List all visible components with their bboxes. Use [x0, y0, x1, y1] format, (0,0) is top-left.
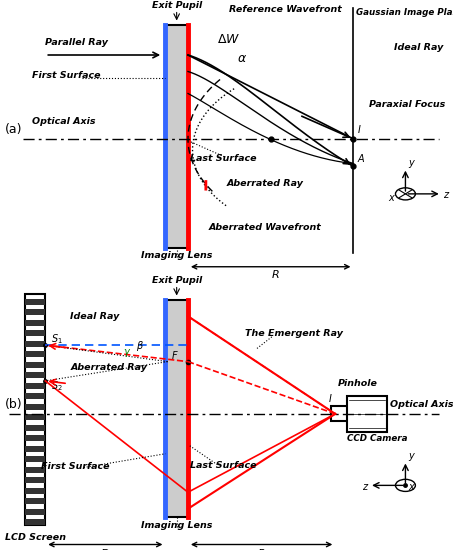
FancyBboxPatch shape	[25, 488, 45, 494]
FancyBboxPatch shape	[25, 299, 45, 305]
Text: $D$: $D$	[100, 547, 111, 550]
Text: $\alpha$: $\alpha$	[237, 52, 247, 65]
Text: $z$: $z$	[362, 481, 370, 492]
Text: $x$: $x$	[388, 192, 396, 203]
Text: Aberrated Wavefront: Aberrated Wavefront	[208, 223, 321, 232]
Text: $S_1$: $S_1$	[51, 332, 63, 346]
FancyBboxPatch shape	[25, 383, 45, 389]
Text: Aberrated Ray: Aberrated Ray	[70, 363, 147, 372]
Text: Last Surface: Last Surface	[190, 154, 257, 163]
FancyBboxPatch shape	[25, 509, 45, 515]
Text: $I$: $I$	[357, 123, 361, 135]
FancyBboxPatch shape	[25, 415, 45, 420]
Text: Exit Pupil: Exit Pupil	[152, 276, 202, 285]
FancyBboxPatch shape	[25, 341, 45, 346]
Text: $F$: $F$	[171, 349, 179, 361]
FancyBboxPatch shape	[165, 25, 188, 248]
FancyBboxPatch shape	[347, 396, 387, 432]
FancyBboxPatch shape	[25, 331, 45, 336]
Text: $R$: $R$	[271, 268, 280, 280]
Text: Optical Axis: Optical Axis	[32, 117, 95, 126]
FancyBboxPatch shape	[25, 362, 45, 368]
Text: $S_2$: $S_2$	[51, 379, 63, 393]
FancyBboxPatch shape	[25, 404, 45, 410]
FancyBboxPatch shape	[25, 425, 45, 431]
FancyBboxPatch shape	[25, 320, 45, 326]
Text: Reference Wavefront: Reference Wavefront	[229, 6, 342, 14]
FancyBboxPatch shape	[25, 294, 45, 525]
Text: Pinhole: Pinhole	[337, 379, 377, 388]
Text: Paraxial Focus: Paraxial Focus	[369, 100, 445, 109]
Text: First Surface: First Surface	[41, 462, 109, 471]
FancyBboxPatch shape	[25, 372, 45, 378]
FancyBboxPatch shape	[25, 436, 45, 441]
Text: First Surface: First Surface	[32, 72, 100, 80]
Text: (b): (b)	[5, 398, 22, 411]
Text: LCD Screen: LCD Screen	[5, 534, 66, 542]
Text: $z$: $z$	[443, 190, 450, 200]
Text: $y$: $y$	[408, 158, 416, 170]
Text: $A$: $A$	[357, 152, 366, 164]
FancyBboxPatch shape	[165, 300, 188, 517]
Text: Imaging Lens: Imaging Lens	[141, 521, 212, 530]
Text: Gaussian Image Plane: Gaussian Image Plane	[356, 8, 453, 17]
FancyBboxPatch shape	[25, 351, 45, 358]
FancyBboxPatch shape	[25, 393, 45, 399]
Text: The Emergent Ray: The Emergent Ray	[245, 328, 342, 338]
Text: $\beta$: $\beta$	[136, 339, 145, 353]
Text: Ideal Ray: Ideal Ray	[70, 312, 120, 321]
Text: $I$: $I$	[328, 392, 333, 404]
FancyBboxPatch shape	[25, 456, 45, 462]
FancyBboxPatch shape	[331, 406, 364, 421]
Text: Aberrated Ray: Aberrated Ray	[226, 179, 304, 188]
Text: $x$: $x$	[408, 481, 416, 492]
Text: (a): (a)	[5, 123, 22, 136]
Text: $y$: $y$	[408, 451, 416, 463]
Text: Parallel Ray: Parallel Ray	[45, 39, 108, 47]
Text: Optical Axis: Optical Axis	[390, 400, 453, 409]
FancyBboxPatch shape	[25, 446, 45, 452]
FancyBboxPatch shape	[25, 477, 45, 483]
FancyBboxPatch shape	[25, 498, 45, 504]
Text: $\Delta W$: $\Delta W$	[217, 32, 241, 46]
Text: $R$: $R$	[257, 547, 266, 550]
Text: Last Surface: Last Surface	[190, 460, 257, 470]
FancyBboxPatch shape	[25, 467, 45, 473]
Text: Imaging Lens: Imaging Lens	[141, 251, 212, 261]
FancyBboxPatch shape	[25, 310, 45, 315]
Text: Ideal Ray: Ideal Ray	[394, 42, 443, 52]
FancyBboxPatch shape	[25, 519, 45, 525]
Text: CCD Camera: CCD Camera	[347, 434, 408, 443]
Text: Exit Pupil: Exit Pupil	[152, 1, 202, 10]
Text: $\gamma$: $\gamma$	[123, 346, 131, 359]
